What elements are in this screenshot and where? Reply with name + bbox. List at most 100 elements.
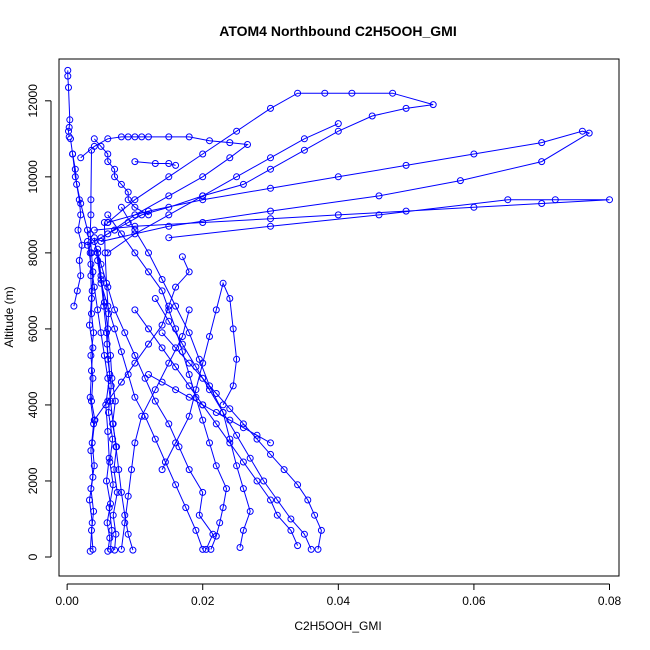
data-point	[185, 382, 193, 390]
data-point	[165, 160, 173, 167]
data-point	[585, 129, 593, 137]
data-point	[145, 207, 152, 215]
data-point	[65, 123, 73, 131]
data-point	[131, 158, 139, 166]
data-point	[300, 146, 308, 154]
data-point	[151, 160, 159, 167]
data-point	[138, 412, 146, 420]
data-point	[100, 352, 108, 359]
data-point	[206, 333, 213, 340]
data-point	[212, 462, 220, 470]
data-point	[111, 173, 119, 181]
data-point	[199, 219, 207, 226]
data-point	[124, 530, 132, 538]
data-point	[84, 238, 91, 245]
data-point	[348, 89, 356, 97]
data-point	[131, 230, 139, 238]
data-point	[470, 203, 478, 211]
data-point	[86, 321, 93, 329]
data-point	[75, 257, 83, 264]
series-line	[80, 136, 249, 235]
data-point	[117, 133, 125, 141]
data-point	[246, 507, 254, 515]
data-point	[77, 154, 85, 162]
data-point	[111, 397, 119, 405]
data-point	[239, 424, 247, 432]
series-3	[90, 135, 152, 219]
data-point	[90, 420, 98, 428]
x-tick-label: 0.02	[191, 594, 215, 608]
data-point	[207, 545, 215, 553]
data-point	[300, 135, 308, 143]
data-point	[294, 542, 302, 550]
data-point	[172, 386, 180, 394]
data-point	[89, 344, 97, 352]
data-point	[106, 534, 114, 542]
data-point	[124, 371, 132, 378]
data-point	[90, 135, 98, 143]
data-point	[115, 466, 123, 474]
data-point	[239, 180, 247, 188]
data-point	[128, 466, 135, 474]
data-point	[73, 180, 81, 188]
data-point	[87, 352, 95, 359]
series-line	[93, 241, 214, 550]
data-point	[192, 386, 200, 394]
x-tick-label: 0.00	[55, 594, 79, 608]
data-point	[267, 207, 274, 215]
data-point	[192, 526, 200, 534]
data-point	[199, 150, 207, 158]
series-line	[87, 92, 434, 246]
data-point	[233, 127, 241, 135]
data-point	[151, 386, 159, 394]
data-point	[97, 142, 105, 150]
data-point	[94, 306, 102, 314]
data-point	[111, 325, 119, 333]
data-point	[233, 173, 241, 181]
series-13	[158, 279, 241, 474]
data-point	[178, 340, 186, 348]
data-point	[138, 133, 146, 141]
data-point	[185, 306, 193, 314]
data-point	[103, 477, 110, 485]
data-point	[124, 492, 132, 500]
data-point	[117, 180, 125, 188]
data-point	[334, 127, 342, 135]
data-point	[368, 112, 376, 120]
data-point	[311, 511, 319, 519]
data-point	[429, 101, 437, 109]
data-point	[178, 253, 186, 261]
data-point	[253, 431, 261, 439]
data-point	[219, 409, 227, 416]
data-point	[90, 238, 98, 245]
data-point	[185, 393, 193, 401]
data-point	[65, 84, 72, 91]
data-point	[74, 226, 82, 234]
data-point	[145, 133, 152, 141]
data-point	[178, 333, 186, 340]
data-point	[111, 546, 119, 554]
data-point	[86, 393, 94, 401]
x-tick-label: 0.06	[462, 594, 486, 608]
data-point	[389, 89, 397, 97]
data-point	[111, 226, 119, 234]
data-point	[97, 260, 105, 268]
series-line	[161, 332, 322, 550]
data-point	[229, 382, 237, 390]
data-point	[538, 158, 546, 166]
data-point	[86, 496, 93, 504]
chart-title: ATOM4 Northbound C2H5OOH_GMI	[219, 23, 456, 39]
data-point	[185, 268, 193, 276]
series-19	[104, 120, 342, 257]
data-point	[185, 329, 193, 337]
data-point	[185, 359, 193, 367]
x-axis: 0.00 0.02 0.04 0.06 0.08	[55, 583, 622, 608]
data-point	[131, 359, 139, 367]
data-point	[77, 211, 85, 219]
series-0	[64, 66, 74, 141]
series-line	[93, 237, 204, 550]
data-point	[77, 272, 85, 280]
data-point	[131, 249, 139, 257]
data-point	[90, 226, 98, 234]
data-point	[175, 443, 183, 451]
